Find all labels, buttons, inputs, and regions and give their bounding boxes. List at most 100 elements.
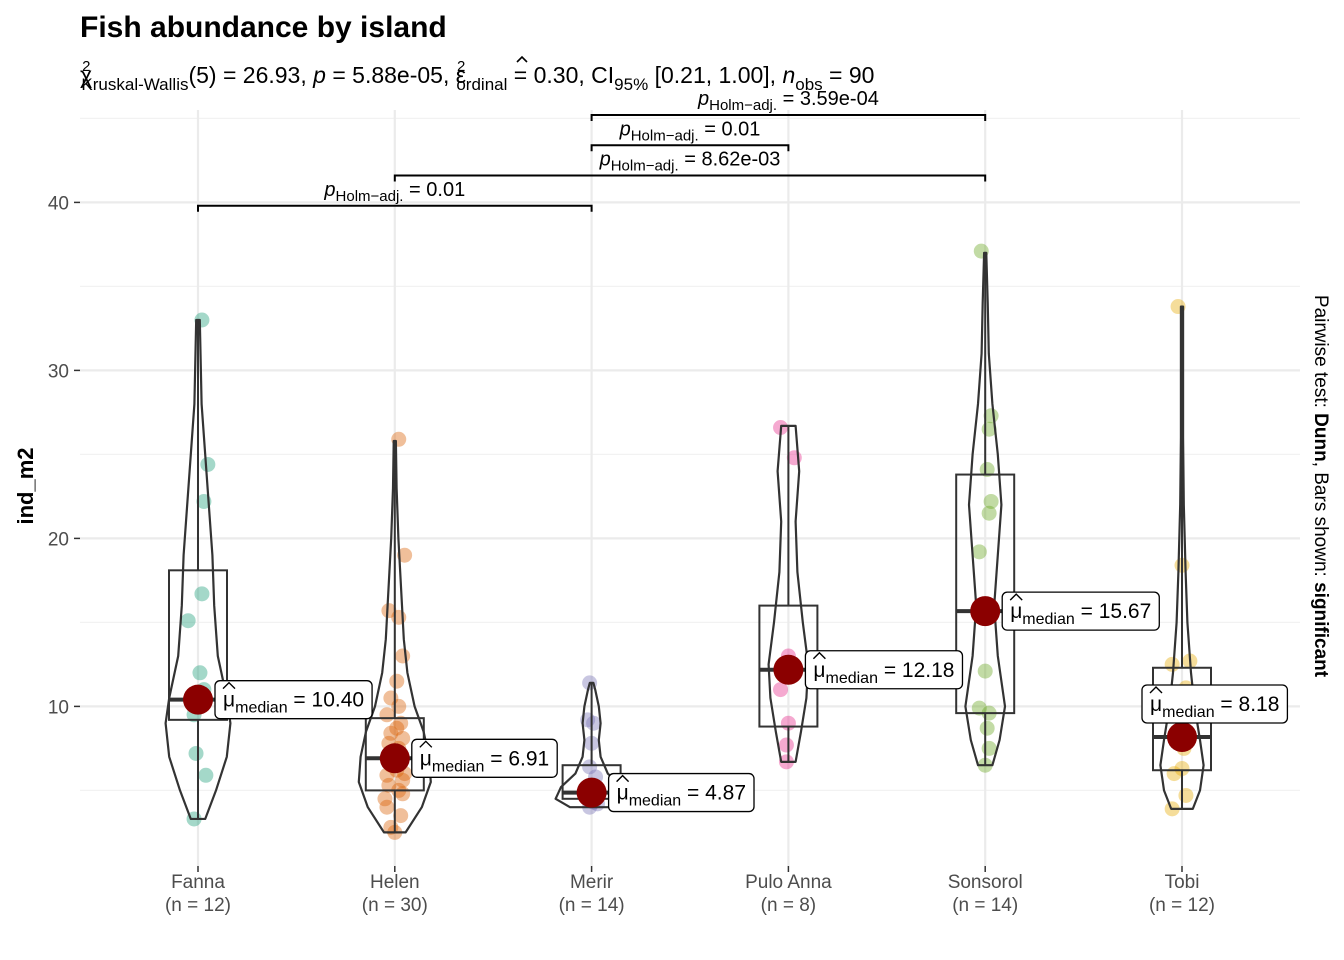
data-point (981, 740, 997, 756)
data-point (393, 715, 409, 731)
x-axis: Fanna(n = 12)Helen(n = 30)Merir(n = 14)P… (165, 866, 1215, 916)
y-tick-label: 40 (48, 193, 69, 214)
x-tick-count: (n = 12) (1149, 895, 1215, 916)
data-point (381, 777, 397, 793)
median-label: μmedian = 10.40 (214, 680, 373, 720)
data-point (778, 737, 794, 753)
y-tick-label: 10 (48, 697, 69, 718)
pairwise-bracket: pHolm−adj. = 8.62e-03 (393, 149, 987, 182)
group-pulo-anna (758, 420, 819, 770)
subtitle-text: χ2 Kruskal-Wallis(5) = 26.93, p = 5.88e-0… (80, 58, 874, 94)
y-tick-label: 30 (48, 361, 69, 382)
mu-hat (419, 740, 433, 748)
median-label-text: μmedian = 15.67 (1010, 600, 1151, 628)
bracket-line (590, 114, 987, 122)
data-point (773, 682, 789, 698)
median-label-box (804, 650, 964, 690)
mu-hat (222, 681, 236, 690)
median-label: μmedian = 8.18 (1141, 684, 1289, 724)
x-tick-label: Tobi (1165, 872, 1200, 893)
median-label: μmedian = 6.91 (411, 738, 558, 778)
data-point (397, 547, 413, 563)
data-point (1174, 761, 1190, 777)
median-label-box (214, 680, 373, 720)
caption-text: Pairwise test: Dunn, Bars shown: signifi… (1310, 295, 1331, 678)
violin (357, 439, 432, 834)
group-merir (554, 675, 629, 815)
median-label-text: μmedian = 10.40 (223, 689, 364, 717)
y-tick-label: 20 (48, 529, 69, 550)
data-point (395, 730, 411, 746)
x-tick-count: (n = 30) (362, 895, 428, 916)
data-point (198, 767, 214, 783)
x-tick-label: Sonsorol (948, 872, 1023, 893)
bracket-line (393, 174, 987, 182)
plot-groups (164, 243, 1212, 840)
median-label-text: μmedian = 12.18 (813, 659, 954, 687)
mu-hat (812, 651, 826, 660)
median-label-text: μmedian = 6.91 (420, 747, 549, 775)
data-point (971, 700, 987, 716)
bracket-line (590, 144, 790, 152)
group-tobi (1152, 299, 1212, 817)
bracket-label: pHolm−adj. = 3.59e-04 (697, 88, 879, 114)
data-point (383, 725, 399, 741)
pairwise-brackets: pHolm−adj. = 0.01 pHolm−adj. = 8.62e-03 pH… (197, 88, 987, 212)
mu-hat (616, 774, 630, 783)
median-point (576, 777, 607, 808)
mu-hat (1149, 685, 1163, 694)
data-point (188, 745, 204, 761)
data-point (381, 603, 397, 619)
median-label-box (411, 738, 558, 778)
bracket-label: pHolm−adj. = 8.62e-03 (599, 149, 781, 175)
x-tick-label: Fanna (171, 872, 225, 893)
data-point (1178, 787, 1194, 803)
pairwise-bracket: pHolm−adj. = 3.59e-04 (590, 88, 987, 122)
median-point (379, 743, 410, 774)
data-point (389, 673, 405, 689)
group-helen (357, 431, 432, 840)
box (168, 569, 228, 721)
data-point (979, 462, 995, 478)
median-label-box (1141, 684, 1289, 724)
group-fanna (164, 312, 232, 827)
pairwise-bracket: pHolm−adj. = 0.01 (197, 179, 593, 212)
median-point (183, 684, 213, 715)
x-tick-label: Merir (570, 872, 614, 893)
data-point (194, 586, 210, 602)
data-point (971, 544, 987, 560)
chart-subtitle: χ2 Kruskal-Wallis(5) = 26.93, p = 5.88e-0… (80, 55, 874, 94)
data-point (983, 493, 999, 509)
median-label: μmedian = 12.18 (804, 650, 964, 690)
data-point (180, 613, 196, 629)
bracket-label: pHolm−adj. = 0.01 (619, 118, 761, 144)
median-label: μmedian = 15.67 (1001, 591, 1160, 631)
group-sonsorol (955, 243, 1016, 773)
bracket-line (197, 204, 593, 212)
median-point (1167, 721, 1197, 752)
data-point (395, 772, 411, 788)
grid (80, 110, 1300, 866)
median-label-text: μmedian = 4.87 (617, 782, 746, 810)
data-point (586, 715, 602, 731)
median-point (773, 654, 804, 685)
data-point (377, 791, 393, 807)
median-label-text: μmedian = 8.18 (1150, 693, 1279, 721)
data-point (383, 690, 399, 706)
median-label-box (607, 772, 755, 813)
data-point (395, 648, 411, 664)
data-point (981, 505, 997, 521)
x-tick-label: Helen (370, 872, 420, 893)
x-tick-count: (n = 14) (559, 895, 625, 916)
median-label: μmedian = 4.87 (607, 772, 755, 813)
y-axis: 10 20 30 40 (48, 193, 80, 718)
bracket-label: pHolm−adj. = 0.01 (323, 179, 465, 205)
data-point (200, 456, 216, 472)
violin (554, 681, 629, 809)
median-labels: μmedian = 10.40 μmedian = 6.91 μmedian = 4… (214, 591, 1289, 813)
x-tick-count: (n = 12) (165, 895, 231, 916)
data-point (393, 808, 409, 824)
y-axis-title: ind_m2 (13, 447, 38, 524)
median-label-box (1001, 591, 1160, 631)
